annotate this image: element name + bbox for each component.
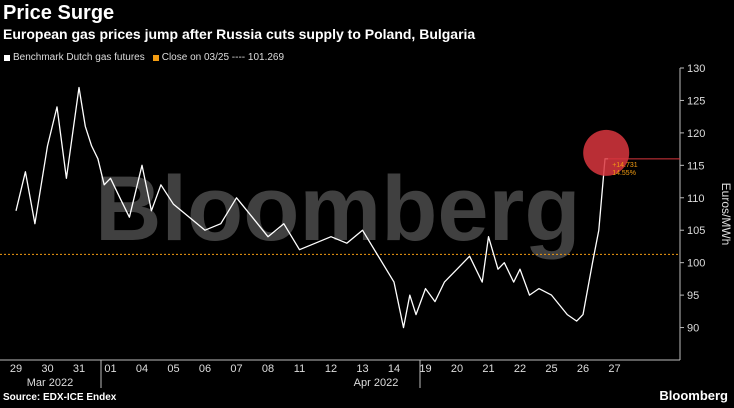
x-tick-label: 06: [199, 363, 211, 375]
x-tick-label: 14: [388, 363, 400, 375]
legend-item-reference: Close on 03/25 ---- 101.269: [152, 52, 285, 63]
y-tick-label: 125: [687, 95, 705, 107]
annotation-change: +14.731: [612, 162, 638, 169]
legend-item-series: Benchmark Dutch gas futures: [4, 52, 145, 63]
annotation-change-pct: 14.55%: [612, 170, 636, 177]
y-tick-label: 105: [687, 225, 705, 237]
y-tick-label: 100: [687, 258, 705, 270]
chart-title: Price Surge: [3, 2, 115, 24]
x-tick-label: 07: [230, 363, 242, 375]
x-tick-label: 08: [262, 363, 274, 375]
y-tick-label: 95: [687, 290, 699, 302]
x-tick-label: 22: [514, 363, 526, 375]
x-tick-label: 11: [294, 363, 305, 375]
chart-subtitle: European gas prices jump after Russia cu…: [3, 26, 476, 42]
y-tick-label: 110: [687, 193, 705, 205]
brand-logo: Bloomberg: [659, 388, 728, 403]
legend: Benchmark Dutch gas futures Close on 03/…: [4, 52, 292, 63]
y-tick-label: 90: [687, 323, 699, 335]
watermark: Bloomberg: [95, 158, 581, 260]
source-note: Source: EDX-ICE Endex: [3, 392, 117, 403]
x-tick-label: 20: [451, 363, 463, 375]
x-tick-label: 05: [167, 363, 179, 375]
highlight-circle: [583, 129, 630, 176]
x-tick-label: 01: [104, 363, 116, 375]
x-tick-label: 29: [10, 363, 22, 375]
legend-swatch-white: [4, 54, 10, 61]
legend-reference-label: Close on 03/25 ---- 101.269: [161, 52, 285, 63]
month-label: Apr 2022: [354, 377, 399, 389]
legend-series-label: Benchmark Dutch gas futures: [13, 52, 145, 63]
x-tick-label: 31: [73, 363, 85, 375]
x-tick-label: 27: [608, 363, 620, 375]
y-tick-label: 120: [687, 128, 705, 140]
legend-swatch-orange: [152, 54, 159, 61]
x-tick-label: 30: [41, 363, 53, 375]
x-tick-label: 26: [577, 363, 589, 375]
x-tick-label: 13: [356, 363, 368, 375]
month-label: Mar 2022: [27, 377, 73, 389]
series-line: [15, 86, 609, 329]
x-tick-label: 04: [136, 363, 148, 375]
y-axis-title: Euros/MWh: [719, 183, 733, 246]
x-tick-label: 19: [419, 363, 431, 375]
x-tick-label: 12: [325, 363, 337, 375]
x-tick-label: 25: [545, 363, 557, 375]
y-tick-label: 115: [687, 160, 705, 172]
y-tick-label: 130: [687, 63, 705, 75]
x-tick-label: 21: [482, 363, 494, 375]
